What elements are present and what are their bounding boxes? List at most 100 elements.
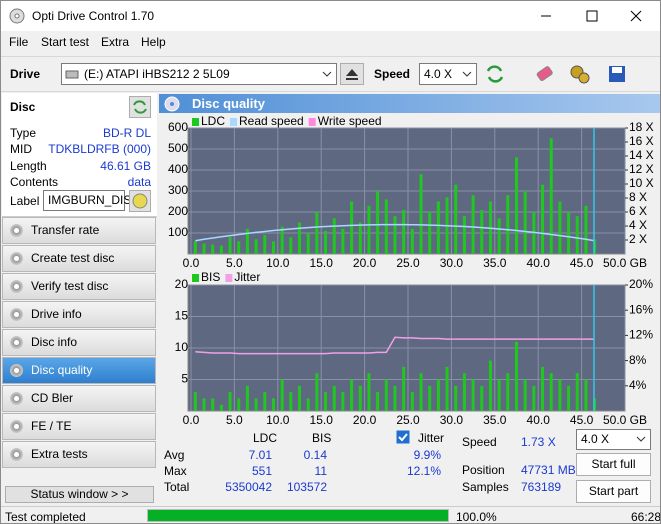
y-tick-label: 600 <box>168 120 188 134</box>
bar <box>341 392 345 411</box>
line <box>195 223 595 242</box>
bar <box>384 379 388 411</box>
bar <box>350 201 354 254</box>
nav-button[interactable]: Verify test disc <box>2 273 156 300</box>
x-tick-label: 30.0 <box>440 256 464 270</box>
menu-item[interactable]: Extra <box>101 35 130 49</box>
nav-button[interactable]: Drive info <box>2 301 156 328</box>
jitter-label: Jitter <box>418 431 445 445</box>
bar <box>471 379 475 411</box>
bar <box>410 228 414 254</box>
save-button[interactable] <box>606 63 628 85</box>
legend-swatch <box>308 118 316 126</box>
bar <box>350 379 354 411</box>
charts: 0.0 5.0 10.0 15.0 20.0 25.0 30.0 35.0 40.0 45.0 50… <box>168 114 654 425</box>
y2-tick-label: 12 X <box>629 162 654 176</box>
nav-button[interactable]: Extra tests <box>2 441 156 468</box>
bar <box>454 184 458 254</box>
window-controls[interactable] <box>531 7 656 25</box>
bar <box>219 404 223 411</box>
dropdown-arrow <box>462 71 472 77</box>
separator <box>1 56 660 57</box>
y-tick-label: 100 <box>168 225 188 239</box>
nav-button[interactable]: CD Bler <box>2 385 156 412</box>
samples-label: Samples <box>462 480 509 494</box>
position-value: 47731 MB <box>521 463 576 477</box>
bar <box>358 222 362 254</box>
bar <box>419 174 423 254</box>
separator <box>1 91 660 92</box>
legend-swatch <box>230 118 238 126</box>
x-tick-label: 20.0 <box>353 413 377 425</box>
x-tick-label: 25.0 <box>396 413 420 425</box>
app-icon <box>9 8 25 24</box>
status-window-button[interactable]: Status window > > <box>5 486 154 503</box>
start-part-button[interactable]: Start part <box>576 480 651 503</box>
bar <box>289 392 293 411</box>
legend-label: Write speed <box>318 114 382 128</box>
nav-button[interactable]: Disc info <box>2 329 156 356</box>
status-text: Test completed <box>5 510 86 524</box>
bar <box>324 392 328 411</box>
eject-button[interactable] <box>340 63 364 85</box>
refresh-button[interactable] <box>484 63 506 85</box>
menu-item[interactable]: Start test <box>41 35 90 49</box>
bar <box>298 385 301 411</box>
stats-value: 103572 <box>286 480 327 494</box>
bar <box>254 239 258 254</box>
disc-field-value: BD-R DL <box>102 126 151 140</box>
y2-tick-label: 18 X <box>629 120 654 134</box>
jitter-checkbox[interactable] <box>396 430 410 444</box>
bar <box>237 241 241 254</box>
disc-refresh-button[interactable] <box>129 96 151 118</box>
disc-title: Disc <box>10 100 36 114</box>
test-speed-select[interactable]: 4.0 X <box>576 429 651 450</box>
y2-tick-label: 14 X <box>629 148 654 162</box>
bar <box>402 209 406 254</box>
x-tick-label: 50.0 GB <box>603 413 647 425</box>
bar <box>228 392 232 411</box>
menu-item[interactable]: File <box>9 35 29 49</box>
panel-title: Disc quality <box>192 96 265 111</box>
bar <box>306 233 310 254</box>
start-full-button[interactable]: Start full <box>576 453 651 476</box>
x-tick-label: 10.0 <box>266 413 290 425</box>
bar <box>436 201 440 254</box>
label-input[interactable]: IMGBURN_DIS <box>43 190 131 211</box>
legend-label: BIS <box>201 270 220 284</box>
bar <box>358 385 362 411</box>
nav-label: FE / TE <box>31 419 72 433</box>
bar <box>532 385 536 411</box>
bar <box>263 235 267 254</box>
x-tick-label: 15.0 <box>310 256 334 270</box>
nav-label: Extra tests <box>31 447 88 461</box>
erase-button[interactable] <box>534 63 556 85</box>
nav-label: Create test disc <box>31 251 115 265</box>
disc-field-label: Length <box>10 159 47 173</box>
menu-item[interactable]: Help <box>141 35 166 49</box>
bar <box>549 373 553 411</box>
bar <box>454 385 458 411</box>
bar <box>515 157 518 254</box>
bar <box>428 212 432 254</box>
bar <box>558 201 562 254</box>
speed-select[interactable]: 4.0 X <box>419 63 477 85</box>
disc-field-label: MID <box>10 142 32 156</box>
bar <box>367 373 371 411</box>
drive-select[interactable]: (E:) ATAPI iHBS212 2 5L09 <box>61 63 337 85</box>
nav-label: Disc quality <box>31 363 93 377</box>
nav-button[interactable]: Disc quality <box>2 357 156 384</box>
nav-button[interactable]: Create test disc <box>2 245 156 272</box>
settings-button[interactable] <box>569 63 591 85</box>
nav-button[interactable]: FE / TE <box>2 413 156 440</box>
x-tick-label: 35.0 <box>483 413 507 425</box>
nav-button[interactable]: Transfer rate <box>2 217 156 244</box>
y2-tick-label: 4 X <box>629 218 647 232</box>
stats-label: Avg <box>164 448 185 462</box>
x-tick-label: 45.0 <box>570 413 594 425</box>
label-button[interactable] <box>129 190 151 212</box>
progress-bar <box>148 510 448 521</box>
y2-tick-label: 8% <box>629 353 647 367</box>
bar <box>211 244 215 254</box>
legend-swatch <box>192 118 199 126</box>
